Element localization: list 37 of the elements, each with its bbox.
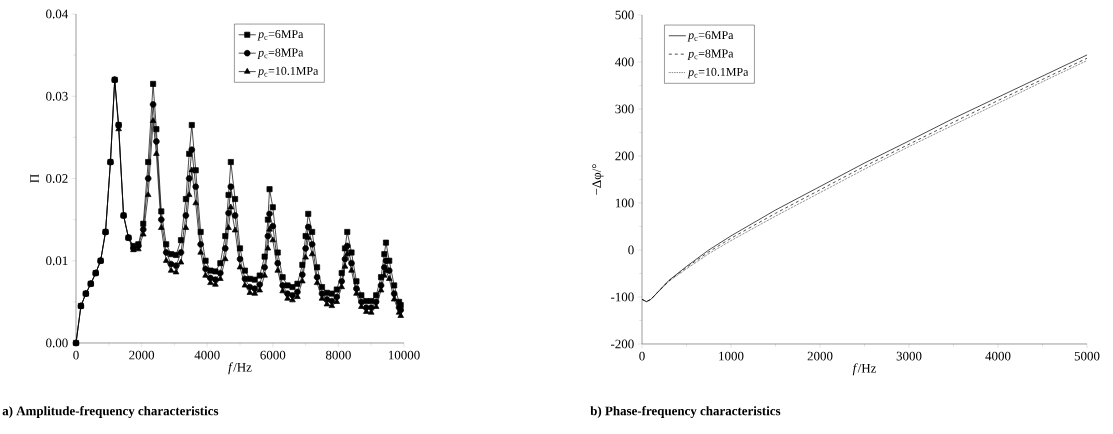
y-tick-label: 400 [615,57,634,67]
x-tick-label: 5000 [1074,351,1100,361]
y-tick-label: 0.04 [46,9,69,19]
x-axis-title: f/Hz [228,362,252,375]
x-tick-label: 0 [639,351,645,361]
y-tick-label: 0.00 [46,338,68,348]
y-tick-label: 200 [615,151,634,161]
y-tick-label: 0.03 [46,91,68,101]
x-tick-label: 0 [73,350,79,360]
y-axis-title: −Δφ/° [592,164,604,195]
x-tick-label: 1000 [719,351,744,361]
x-tick-label: 4000 [194,350,220,360]
x-axis-title: f/Hz [852,363,877,376]
legend-label: p$_{c}$=10.1MPa [687,67,749,79]
text: b) Phase-frequency characteristics [590,406,781,418]
y-tick-label: 0.01 [46,256,68,266]
legend-label: p$_{c}$=10.1MPa [257,66,319,78]
x-tick-label: 3000 [896,351,922,361]
x-tick-label: 4000 [985,351,1011,361]
legend-label: p$_{c}$=8MPa [687,49,734,60]
y-tick-label: 300 [615,104,634,114]
x-tick-label: 10000 [388,350,420,360]
x-tick-label: 2000 [129,350,155,360]
y-axis-title: Π [30,174,39,183]
x-tick-label: 6000 [260,350,286,360]
text: a) Amplitude-frequency characteristics [2,406,219,418]
y-tick-label: -200 [610,339,634,349]
y-tick-label: 0.02 [46,174,68,183]
y-tick-label: 100 [615,198,634,208]
legend-label: p$_{c}$=6MPa [687,31,734,42]
y-tick-label: 0 [628,245,634,255]
legend-label: p$_{c}$=8MPa [257,48,304,59]
y-tick-label: 500 [615,10,634,20]
x-tick-label: 2000 [807,351,833,361]
y-tick-label: -100 [610,292,634,302]
legend-label: p$_{c}$=6MPa [257,30,304,41]
x-tick-label: 8000 [325,350,351,360]
